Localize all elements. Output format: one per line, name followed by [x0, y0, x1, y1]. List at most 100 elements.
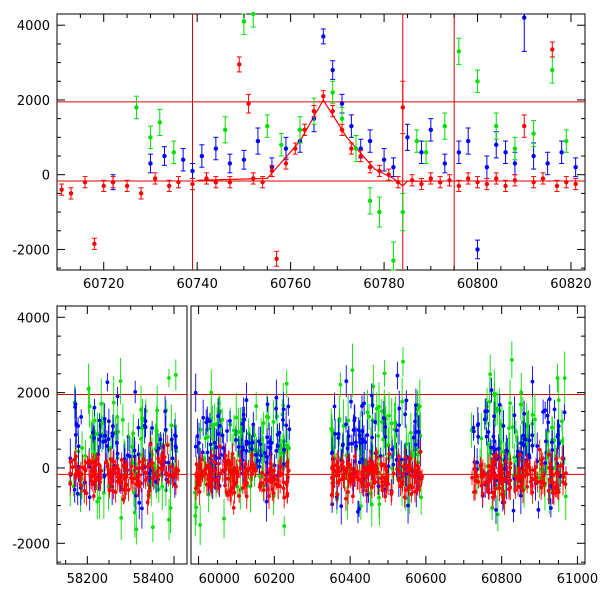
data-point	[237, 62, 242, 67]
data-point	[209, 390, 214, 395]
data-point	[281, 486, 286, 491]
data-point	[415, 468, 420, 473]
data-point	[395, 179, 401, 185]
data-point	[274, 448, 279, 453]
data-point	[418, 433, 423, 438]
data-point	[102, 417, 107, 421]
data-point	[79, 483, 84, 488]
data-point	[518, 474, 523, 479]
data-point	[563, 494, 568, 499]
data-point	[352, 418, 357, 423]
data-point	[356, 428, 361, 432]
data-point	[269, 168, 275, 174]
data-point	[493, 474, 498, 479]
data-point	[417, 430, 421, 434]
data-point	[543, 461, 548, 465]
data-point	[151, 476, 156, 480]
data-point	[235, 474, 240, 479]
data-point	[114, 440, 119, 445]
data-point	[350, 479, 355, 483]
data-point	[537, 447, 542, 452]
data-point	[265, 435, 270, 440]
data-point	[223, 127, 228, 133]
data-point	[488, 372, 493, 377]
data-point	[403, 412, 408, 417]
data-point	[547, 452, 551, 457]
data-point	[284, 423, 289, 428]
bottom-y-tick-label: 4000	[17, 311, 50, 326]
data-point	[465, 176, 471, 181]
top-x-tick-label: 60720	[83, 277, 124, 292]
data-point	[479, 483, 484, 488]
data-point	[155, 449, 160, 453]
data-point	[535, 444, 540, 448]
data-point	[509, 357, 514, 362]
data-point	[401, 464, 406, 469]
data-point	[550, 481, 555, 486]
data-point	[341, 442, 345, 447]
data-point	[349, 146, 354, 151]
data-point	[160, 484, 165, 489]
data-point	[163, 409, 168, 414]
data-point	[203, 436, 208, 441]
data-point	[111, 459, 116, 464]
data-point	[353, 440, 358, 445]
series-red	[68, 435, 568, 515]
data-point	[118, 481, 122, 485]
data-point	[400, 399, 405, 404]
series-green	[133, 11, 569, 271]
data-point	[381, 416, 386, 421]
data-point	[252, 448, 257, 452]
data-point	[556, 470, 561, 475]
data-point	[358, 153, 363, 159]
data-point	[302, 127, 307, 133]
data-point	[516, 484, 520, 489]
data-point	[169, 437, 174, 442]
data-point	[360, 404, 364, 408]
data-point	[489, 388, 494, 393]
data-point	[275, 477, 280, 482]
data-point	[268, 461, 273, 466]
data-point	[234, 415, 239, 420]
data-point	[241, 157, 247, 162]
data-point	[244, 398, 249, 403]
data-point	[234, 438, 238, 442]
data-point	[115, 414, 120, 419]
data-point	[494, 123, 499, 129]
bottom-x-tick-label: 60800	[481, 572, 522, 587]
data-point	[166, 460, 171, 465]
data-point	[564, 138, 569, 144]
data-point	[493, 486, 498, 491]
data-point	[91, 494, 96, 499]
data-point	[243, 462, 248, 467]
data-point	[365, 410, 370, 415]
top-panel: 60720 60740 60760 60780 60800 60820 -200…	[12, 11, 592, 292]
data-point	[87, 495, 92, 500]
data-point	[539, 485, 544, 490]
data-point	[512, 161, 518, 166]
data-point	[156, 487, 161, 492]
data-point	[355, 470, 360, 474]
data-point	[126, 488, 131, 492]
data-point	[527, 455, 532, 460]
data-point	[321, 34, 326, 39]
data-point	[494, 142, 499, 148]
data-point	[244, 494, 249, 499]
data-point	[512, 455, 517, 460]
data-point	[475, 423, 480, 428]
data-point	[353, 146, 359, 151]
data-point	[232, 482, 237, 487]
data-point	[271, 491, 276, 496]
data-point	[265, 402, 270, 407]
data-point	[251, 11, 256, 17]
data-point	[243, 475, 248, 480]
data-point	[98, 480, 102, 484]
data-point	[379, 476, 383, 480]
data-point	[530, 433, 535, 438]
data-point	[349, 399, 353, 404]
data-point	[174, 484, 178, 489]
data-point	[560, 439, 565, 443]
data-point	[130, 444, 135, 449]
data-point	[339, 462, 344, 467]
data-point	[339, 116, 345, 121]
